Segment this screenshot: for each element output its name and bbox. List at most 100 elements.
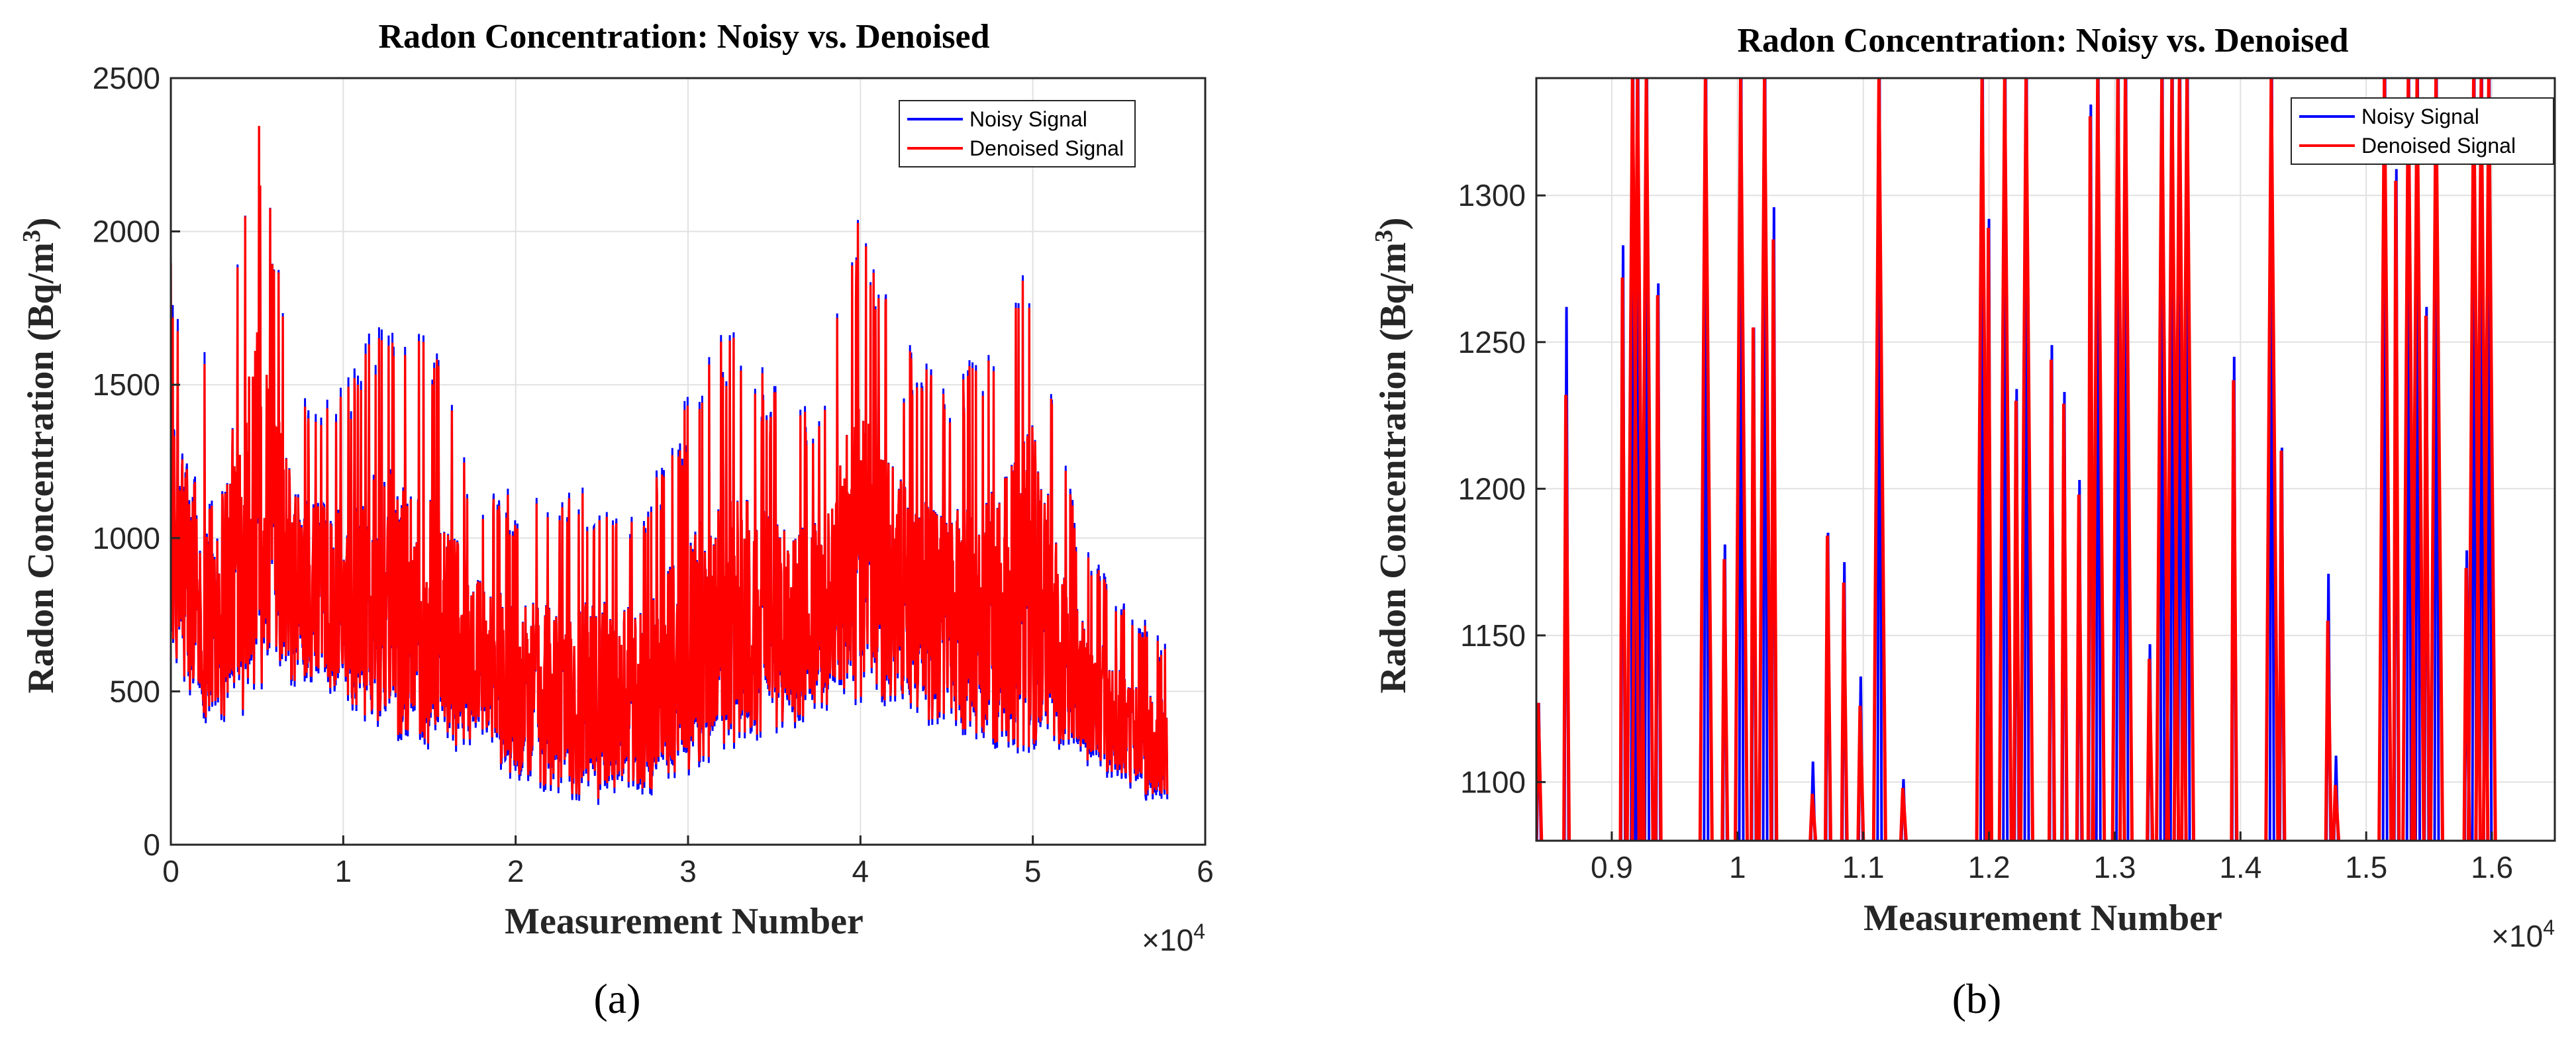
chart-b-y-axis-label-main: Radon Concentration (Bq/m bbox=[1373, 242, 1414, 693]
chart-b-ticks: 0.9 1 1.1 1.2 1.3 1.4 1.5 1.6 1100 1150 1200 1250 13… bbox=[1458, 178, 2513, 884]
spike-noisy bbox=[2169, 78, 2176, 841]
legend-label-noisy: Noisy Signal bbox=[2361, 105, 2479, 128]
spike-denoised bbox=[1654, 295, 1663, 841]
spike-denoised bbox=[1749, 327, 1758, 841]
y-tick-label: 1300 bbox=[1458, 178, 1526, 212]
y-tick-label: 1100 bbox=[1460, 765, 1526, 799]
spike-denoised bbox=[1733, 78, 1749, 841]
spike-denoised bbox=[2059, 403, 2069, 841]
spike-denoised bbox=[2230, 380, 2239, 841]
x-tick-label: 1.3 bbox=[2093, 850, 2136, 884]
chart-a-ticks: 0 1 2 3 4 5 6 0 500 1000 1500 2000 2500 bbox=[93, 61, 1214, 888]
chart-b-title: Radon Concentration: Noisy vs. Denoised bbox=[1737, 22, 2348, 60]
spike-denoised bbox=[1997, 78, 2013, 841]
spike-noisy bbox=[2177, 78, 2184, 841]
spike-denoised bbox=[2422, 315, 2431, 841]
spike-denoised bbox=[2392, 181, 2401, 841]
spike-denoised bbox=[2155, 78, 2171, 841]
spike-denoised bbox=[2264, 78, 2280, 841]
chart-b-y-axis-label: Radon Concentration (Bq/m3) bbox=[1370, 217, 1414, 693]
spike-denoised bbox=[2118, 78, 2134, 841]
spike-denoised bbox=[1985, 227, 1994, 841]
spike-denoised bbox=[2481, 78, 2497, 841]
chart-a-plot-area bbox=[171, 126, 1169, 805]
x-tick-label: 6 bbox=[1197, 854, 1214, 888]
spike-noisy bbox=[1738, 78, 1745, 841]
x-tick-label: 1.6 bbox=[2471, 850, 2513, 884]
spike-denoised bbox=[1871, 78, 1887, 841]
spike-denoised bbox=[2410, 78, 2426, 841]
spike-denoised bbox=[2019, 78, 2035, 841]
spike-denoised bbox=[1618, 277, 1628, 841]
y-tick-label: 500 bbox=[109, 674, 160, 708]
spike-denoised bbox=[1824, 536, 1833, 841]
spike-noisy bbox=[2115, 78, 2122, 841]
spike-denoised bbox=[1758, 78, 1773, 841]
spike-denoised bbox=[1856, 706, 1865, 841]
spike-denoised bbox=[1720, 559, 1730, 841]
x-tick-label: 1 bbox=[1729, 850, 1746, 884]
chart-b: 0.9 1 1.1 1.2 1.3 1.4 1.5 1.6 1100 1150 1200 1250 13… bbox=[1370, 22, 2556, 1022]
chart-a-x-multiplier: ×104 bbox=[1142, 920, 1205, 957]
spike-noisy bbox=[2002, 78, 2009, 841]
spike-denoised bbox=[2075, 495, 2084, 841]
y-tick-label: 1200 bbox=[1458, 471, 1526, 506]
spike-noisy bbox=[2478, 78, 2485, 841]
spike-noisy bbox=[2122, 78, 2130, 841]
y-tick-label: 2000 bbox=[93, 214, 160, 249]
x-tick-label: 0 bbox=[162, 854, 179, 888]
spike-denoised bbox=[1840, 583, 1849, 841]
x-tick-label: 2 bbox=[507, 854, 524, 888]
spike-denoised bbox=[2324, 620, 2333, 841]
spike-denoised bbox=[1899, 788, 1908, 841]
spike-noisy bbox=[2159, 78, 2166, 841]
x-tick-label: 0.9 bbox=[1591, 850, 1633, 884]
spike-noisy bbox=[2381, 78, 2389, 841]
spike-noisy bbox=[2433, 78, 2440, 841]
spike-denoised bbox=[2047, 359, 2056, 841]
spike-noisy bbox=[2405, 78, 2412, 841]
spike-denoised bbox=[2146, 659, 2155, 841]
b-legend-box bbox=[2291, 97, 2554, 165]
chart-a-panel-label: (a) bbox=[593, 975, 640, 1022]
x-tick-label: 1.2 bbox=[1968, 850, 2010, 884]
chart-b-y-axis-label-sup: 3 bbox=[1370, 230, 1398, 242]
x-tick-label: 1.1 bbox=[1842, 850, 1885, 884]
b-plot-background bbox=[1536, 78, 2555, 841]
spike-noisy bbox=[1644, 78, 1651, 841]
chart-b-legend: Noisy Signal Denoised Signal bbox=[2291, 97, 2554, 165]
y-tick-label: 1500 bbox=[93, 367, 160, 402]
y-tick-label: 0 bbox=[143, 827, 160, 862]
spike-denoised bbox=[2091, 78, 2106, 841]
chart-a: 0 1 2 3 4 5 6 0 500 1000 1500 2000 2500 Radon Concen… bbox=[18, 18, 1214, 1022]
chart-b-x-multiplier: ×104 bbox=[2491, 916, 2555, 953]
y-tick-label: 1250 bbox=[1458, 325, 1526, 359]
spike-denoised bbox=[1698, 78, 1714, 841]
series-denoised-signal bbox=[171, 126, 1169, 799]
chart-a-y-axis-label-sup: 3 bbox=[18, 230, 46, 242]
chart-a-y-axis-label-main: Radon Concentration (Bq/m bbox=[21, 242, 62, 693]
y-tick-label: 1150 bbox=[1460, 618, 1526, 653]
spike-noisy bbox=[1761, 78, 1769, 841]
chart-b-axes-frame bbox=[1535, 77, 2556, 842]
a-legend-box bbox=[899, 100, 1136, 167]
chart-b-y-axis-label-end: ) bbox=[1373, 217, 1414, 230]
chart-b-panel-label: (b) bbox=[1952, 975, 2002, 1022]
x-tick-label: 1.5 bbox=[2345, 850, 2387, 884]
spike-denoised bbox=[1562, 395, 1571, 841]
spike-noisy bbox=[2095, 78, 2102, 841]
spike-noisy bbox=[2184, 78, 2191, 841]
spike-denoised bbox=[2086, 116, 2095, 841]
legend-label-denoised: Denoised Signal bbox=[969, 136, 1124, 160]
spike-noisy bbox=[2471, 78, 2478, 841]
spike-noisy bbox=[2486, 78, 2493, 841]
spike-denoised bbox=[1808, 793, 1818, 841]
spike-denoised bbox=[2012, 401, 2021, 841]
spike-denoised bbox=[2180, 78, 2196, 841]
x-tick-label: 5 bbox=[1024, 854, 1042, 888]
spike-denoised bbox=[2377, 78, 2393, 841]
x-tick-label: 4 bbox=[852, 854, 869, 888]
legend-label-denoised: Denoised Signal bbox=[2361, 134, 2516, 158]
x-tick-label: 1.4 bbox=[2219, 850, 2261, 884]
